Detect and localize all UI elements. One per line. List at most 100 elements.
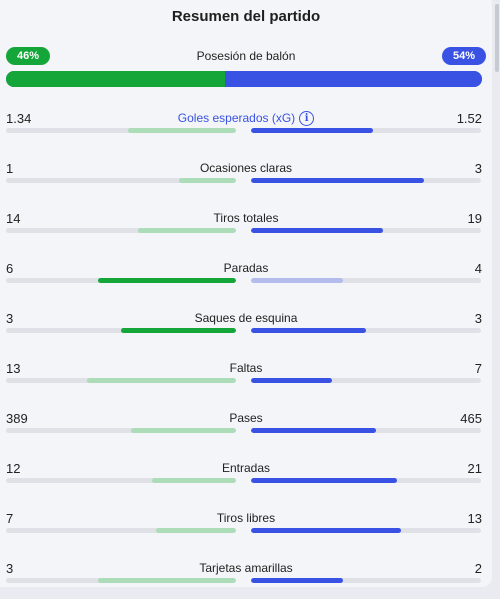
scrollbar-thumb[interactable] [495,4,499,72]
stat-home-bar-fill [155,528,236,533]
stat-away-bar-track [251,278,481,283]
stat-home-bar-fill [86,378,236,383]
stat-away-bar-track [251,428,481,433]
stat-away-bar-fill [251,428,377,433]
stat-label-text: Entradas [221,461,271,475]
stat-home-value: 3 [6,561,14,576]
stat-home-bar-track [6,428,236,433]
possession-label: Posesión de balón [196,49,296,63]
stat-away-bar-fill [251,528,401,533]
stat-away-value: 4 [474,261,482,276]
stat-away-bar-fill [251,328,366,333]
stat-home-value: 1 [6,161,14,176]
stat-home-bar-track [6,278,236,283]
stat-home-bar-fill [98,278,236,283]
away-possession-fill [224,71,482,87]
stat-away-value: 21 [467,461,482,476]
info-icon[interactable]: i [299,111,315,127]
stat-away-value: 2 [474,561,482,576]
stat-away-bar-fill [251,228,384,233]
stat-row: 6 Paradas 4 [0,261,492,301]
stat-label-text: Goles esperados (xG) [177,111,296,125]
stat-home-value: 6 [6,261,14,276]
stat-home-value: 7 [6,511,14,526]
stat-away-value: 13 [467,511,482,526]
stat-home-bar-track [6,478,236,483]
stat-away-value: 1.52 [456,111,482,126]
stat-row: 389 Pases 465 [0,411,492,451]
stat-home-bar-track [6,228,236,233]
stat-away-value: 465 [460,411,482,426]
stat-away-bar-track [251,328,481,333]
stat-home-bar-fill [121,328,236,333]
stat-away-value: 7 [474,361,482,376]
stat-home-bar-fill [178,178,236,183]
stat-label: Ocasiones claras [0,161,492,175]
stat-away-bar-track [251,178,481,183]
stat-home-value: 14 [6,211,21,226]
possession-header: 46% Posesión de balón 54% [6,47,486,67]
stat-label: Pases [0,411,492,425]
stat-away-value: 19 [467,211,482,226]
stat-home-value: 13 [6,361,21,376]
stat-home-bar-track [6,528,236,533]
stat-row: 1 Ocasiones claras 3 [0,161,492,201]
stat-away-value: 3 [474,161,482,176]
stat-home-bar-track [6,378,236,383]
possession-bar [6,71,482,87]
stat-home-bar-track [6,578,236,583]
stat-home-value: 389 [6,411,28,426]
stat-away-bar-fill [251,178,424,183]
stat-label: Tiros totales [0,211,492,225]
stat-row: 3 Saques de esquina 3 [0,311,492,351]
stat-label: Tiros libres [0,511,492,525]
stat-row: 7 Tiros libres 13 [0,511,492,551]
stat-away-bar-track [251,128,481,133]
stat-away-bar-track [251,228,481,233]
stat-home-bar-track [6,328,236,333]
stat-row: 3 Tarjetas amarillas 2 [0,561,492,587]
stat-label-text: Tiros totales [213,211,279,225]
stat-label-text: Saques de esquina [194,311,298,325]
stat-home-bar-track [6,178,236,183]
stat-away-bar-track [251,478,481,483]
stat-away-bar-track [251,528,481,533]
stat-row: 12 Entradas 21 [0,461,492,501]
stat-label-text: Tiros libres [216,511,276,525]
stat-label-text: Ocasiones claras [199,161,293,175]
stat-label: Tarjetas amarillas [0,561,492,575]
stat-home-bar-fill [138,228,236,233]
away-possession-badge: 54% [442,47,486,65]
stat-home-value: 1.34 [6,111,32,126]
stat-home-bar-fill [131,428,236,433]
stat-row: 1.34 Goles esperados (xG) i 1.52 [0,111,492,151]
stat-home-value: 12 [6,461,21,476]
stat-away-bar-track [251,578,481,583]
match-summary-card: Resumen del partido 46% Posesión de baló… [0,0,492,587]
stat-home-bar-fill [152,478,236,483]
scrollbar[interactable] [494,0,500,599]
stat-label-text: Faltas [229,361,263,375]
stat-row: 14 Tiros totales 19 [0,211,492,251]
stat-label-text: Pases [229,411,263,425]
stat-away-bar-fill [251,128,374,133]
stat-label[interactable]: Goles esperados (xG) i [0,111,492,127]
stat-label: Entradas [0,461,492,475]
stat-label: Saques de esquina [0,311,492,325]
stat-label: Faltas [0,361,492,375]
stat-away-bar-fill [251,278,343,283]
stat-away-bar-fill [251,478,398,483]
stat-label-text: Tarjetas amarillas [199,561,293,575]
stat-label: Paradas [0,261,492,275]
stat-away-value: 3 [474,311,482,326]
match-summary-title: Resumen del partido [171,8,321,25]
stat-row: 13 Faltas 7 [0,361,492,401]
stat-home-bar-fill [128,128,236,133]
home-possession-fill [6,71,225,87]
stat-away-bar-fill [251,578,343,583]
stat-label-text: Paradas [223,261,269,275]
stat-home-bar-fill [98,578,236,583]
stat-home-bar-track [6,128,236,133]
stat-away-bar-track [251,378,481,383]
home-possession-badge: 46% [6,47,50,65]
